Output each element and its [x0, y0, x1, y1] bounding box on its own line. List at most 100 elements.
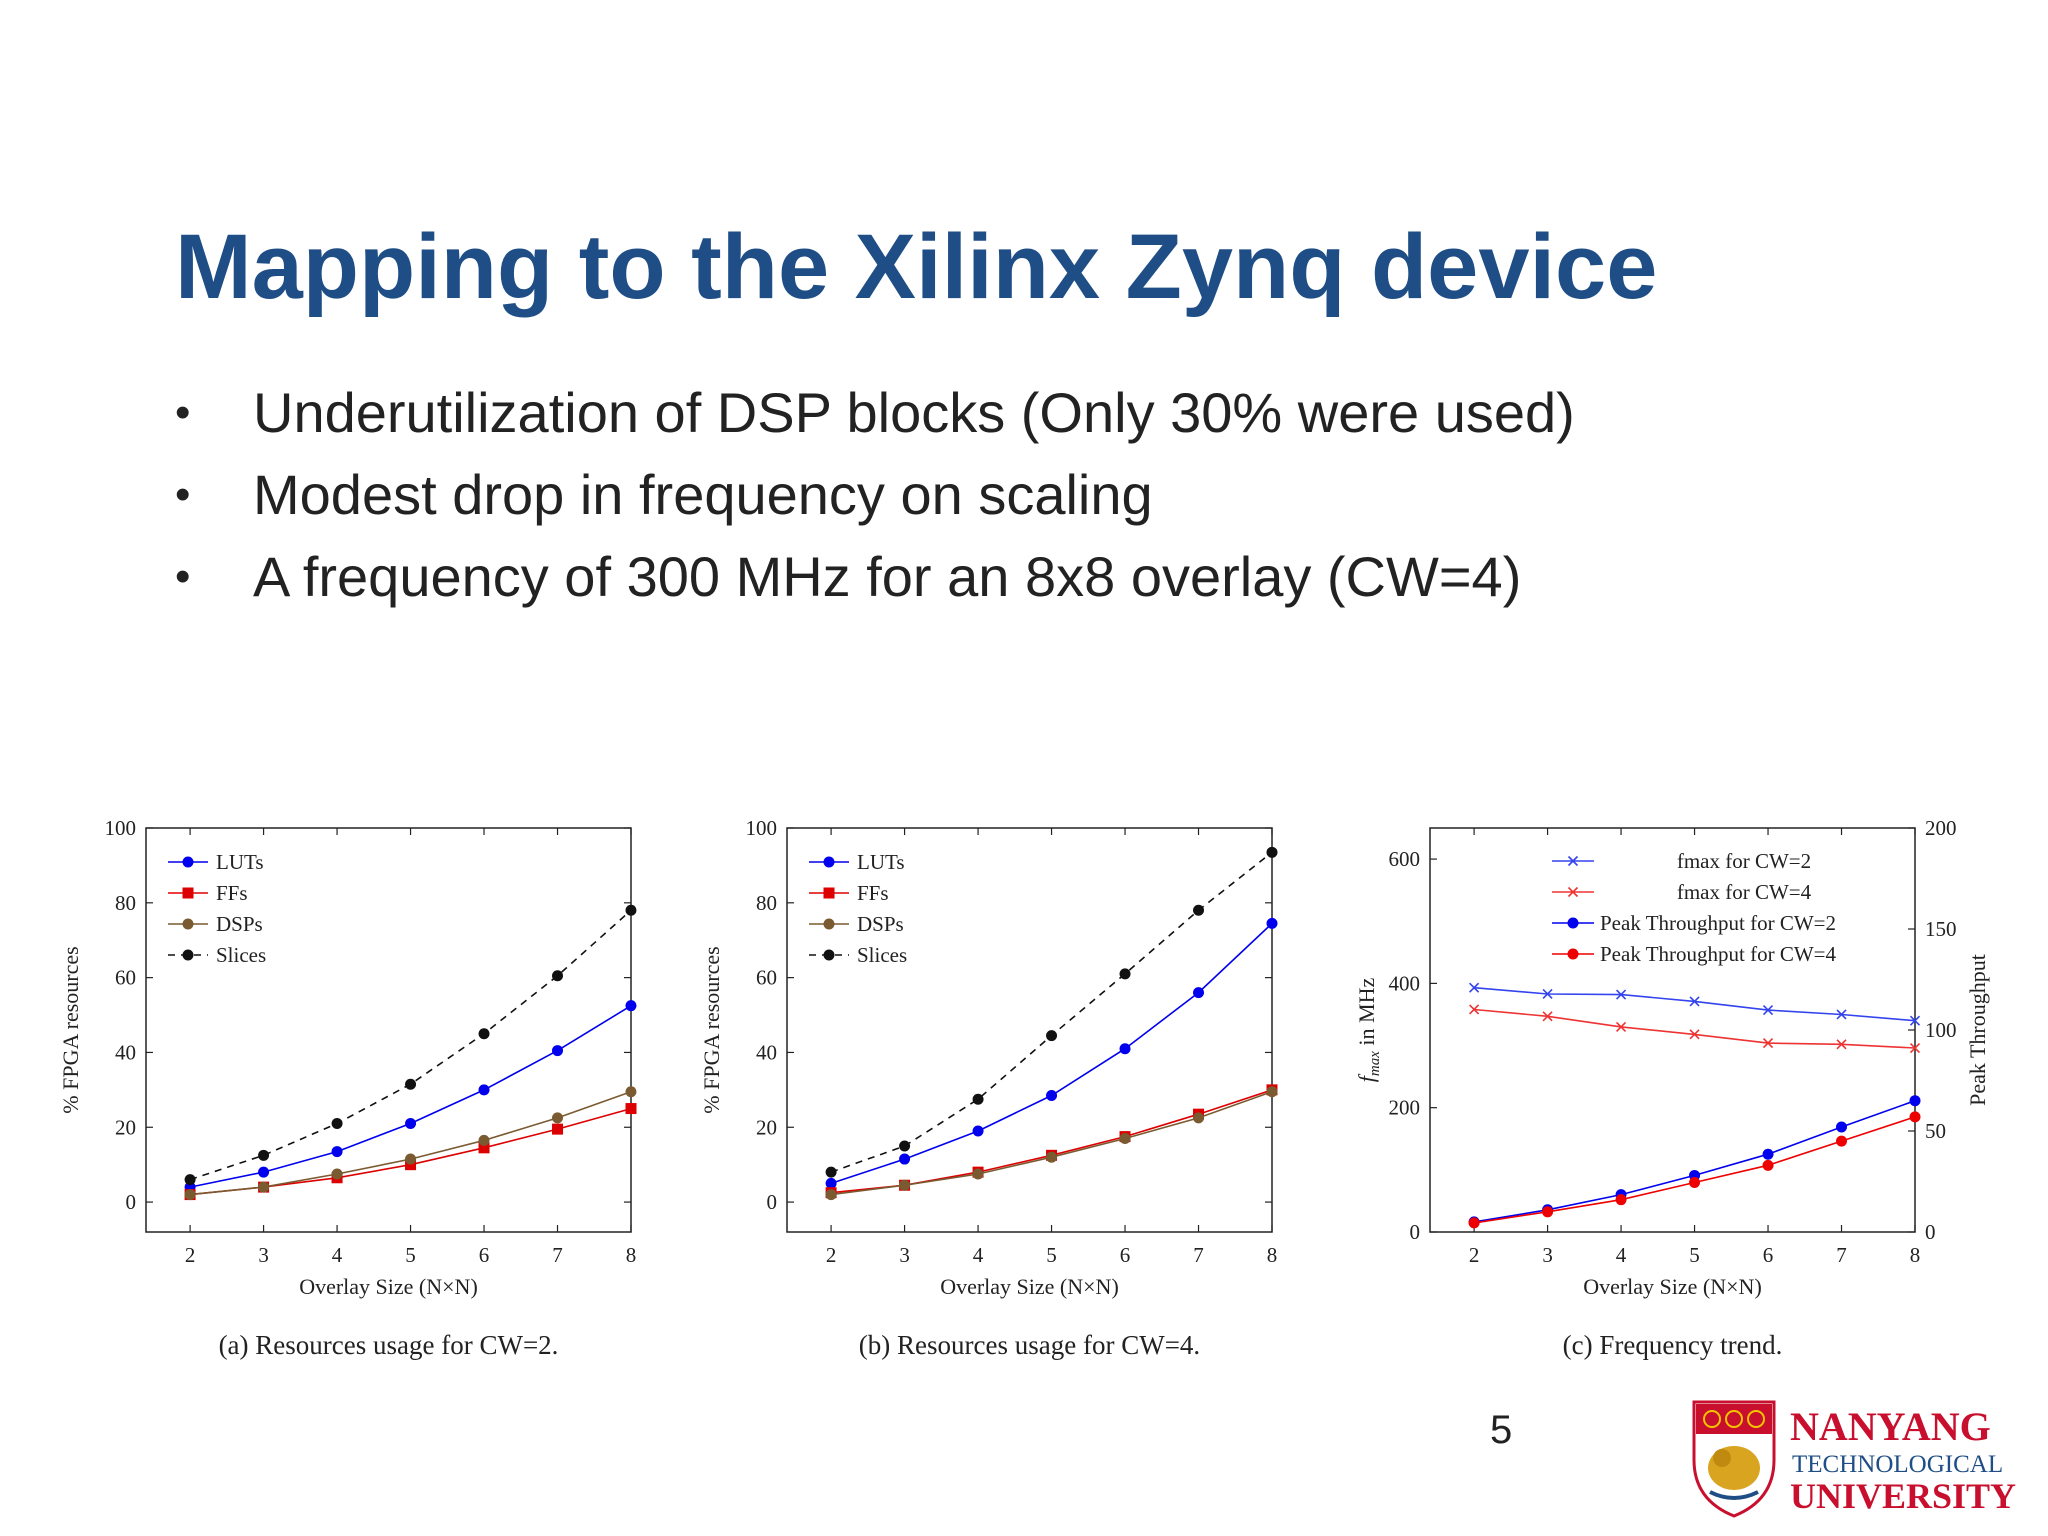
y-tick-label: 60 — [115, 966, 136, 990]
y-axis-label: % FPGA resources — [699, 946, 724, 1113]
logo-line1: NANYANG — [1790, 1404, 1991, 1449]
data-point — [331, 1146, 343, 1158]
data-point — [1689, 1177, 1701, 1189]
data-point — [1762, 1148, 1774, 1160]
y-axis-label: fmax in MHz — [1354, 978, 1383, 1083]
data-point — [1689, 1029, 1700, 1040]
y-right-tick-label: 200 — [1925, 816, 1957, 840]
data-point — [1762, 1159, 1774, 1171]
data-point — [258, 1181, 270, 1193]
x-tick-label: 4 — [1616, 1243, 1627, 1267]
x-tick-label: 5 — [1046, 1243, 1057, 1267]
legend-marker — [823, 949, 835, 961]
y-right-tick-label: 0 — [1925, 1220, 1936, 1244]
legend-label: DSPs — [857, 912, 904, 936]
y-tick-label: 80 — [115, 891, 136, 915]
bullet-text: Underutilization of DSP blocks (Only 30%… — [253, 381, 1575, 444]
legend: LUTs FFs DSPs Slices — [168, 850, 266, 967]
y-right-tick-label: 150 — [1925, 917, 1957, 941]
data-point — [1615, 1194, 1627, 1206]
y-tick-label: 40 — [115, 1040, 136, 1064]
data-point — [625, 904, 637, 916]
data-point — [405, 1159, 417, 1171]
x-tick-label: 3 — [1542, 1243, 1553, 1267]
chart-caption: (c) Frequency trend. — [1563, 1330, 1783, 1360]
series-ffs — [825, 1084, 1278, 1199]
x-tick-label: 5 — [405, 1243, 416, 1267]
data-point — [1119, 1132, 1131, 1144]
legend-label: Slices — [857, 943, 907, 967]
x-tick-label: 6 — [1120, 1243, 1131, 1267]
x-tick-label: 6 — [1763, 1243, 1774, 1267]
logo-line2: TECHNOLOGICAL — [1792, 1451, 2003, 1478]
legend: fmax for CW=2 fmax for CW=4 Peak Throughpu… — [1552, 849, 1837, 966]
data-point — [258, 1149, 270, 1161]
x-tick-label: 8 — [1910, 1243, 1921, 1267]
legend-marker — [1567, 948, 1579, 960]
data-point — [405, 1118, 417, 1130]
data-point — [625, 1000, 637, 1012]
data-point — [825, 1166, 837, 1178]
data-point — [1469, 1004, 1480, 1015]
series-line — [190, 1090, 632, 1196]
logo-line3: UNIVERSITY — [1790, 1476, 2016, 1516]
data-point — [1615, 1021, 1627, 1032]
y-tick-label: 0 — [767, 1190, 778, 1214]
data-point — [1266, 846, 1278, 858]
legend-label: Slices — [216, 943, 266, 967]
legend-marker — [182, 856, 194, 868]
legend-marker — [1567, 855, 1579, 867]
series-line — [1473, 1116, 1916, 1224]
legend-label: LUTs — [216, 850, 264, 874]
data-point — [478, 1142, 490, 1154]
page-number: 5 — [1490, 1408, 1513, 1452]
ntu-logo: NANYANG TECHNOLOGICAL UNIVERSITY — [1692, 1400, 2016, 1518]
legend-marker — [182, 949, 194, 961]
y-tick-label: 40 — [756, 1040, 777, 1064]
series-fmax-for-cw-2 — [1469, 982, 1921, 1026]
legend-label: FFs — [857, 881, 889, 905]
x-tick-label: 2 — [1469, 1243, 1480, 1267]
data-point — [1046, 1151, 1058, 1163]
plot-frame — [786, 827, 1273, 1233]
data-point — [625, 1103, 637, 1115]
y-tick-label: 60 — [756, 966, 777, 990]
bullet-item: • Modest drop in frequency on scaling — [175, 454, 1575, 536]
data-point — [1193, 987, 1205, 999]
bullet-glyph: • — [175, 470, 191, 519]
data-point — [552, 1045, 564, 1057]
data-point — [972, 1168, 984, 1180]
chart-caption: (b) Resources usage for CW=4. — [859, 1330, 1200, 1360]
series-line — [830, 1090, 1273, 1196]
data-point — [1909, 1111, 1921, 1123]
data-point — [478, 1134, 490, 1146]
data-point — [331, 1118, 343, 1130]
y-right-tick-label: 100 — [1925, 1018, 1957, 1042]
x-tick-label: 7 — [1836, 1243, 1847, 1267]
x-tick-label: 3 — [899, 1243, 910, 1267]
x-tick-label: 5 — [1689, 1243, 1700, 1267]
data-point — [405, 1153, 417, 1165]
legend-marker — [182, 887, 194, 899]
ntu-crest-icon — [1692, 1400, 1776, 1518]
slide-title: Mapping to the Xilinx Zynq device — [175, 216, 1658, 318]
y-tick-label: 20 — [756, 1115, 777, 1139]
x-axis-label: Overlay Size (N×N) — [940, 1274, 1119, 1299]
data-point — [899, 1179, 911, 1191]
data-point — [1542, 988, 1553, 1000]
x-axis-label: Overlay Size (N×N) — [299, 1274, 478, 1299]
series-slices — [825, 846, 1278, 1178]
data-point — [331, 1168, 343, 1180]
x-tick-label: 4 — [332, 1243, 343, 1267]
data-point — [1119, 968, 1131, 980]
y-tick-label: 100 — [105, 816, 137, 840]
series-ffs — [184, 1103, 637, 1201]
data-point — [478, 1028, 490, 1040]
series-line — [830, 851, 1273, 1173]
y-tick-label: 400 — [1389, 971, 1421, 995]
data-point — [899, 1153, 911, 1165]
y-tick-label: 0 — [1410, 1220, 1421, 1244]
y-axis-label: % FPGA resources — [58, 946, 83, 1113]
data-point — [1046, 1089, 1058, 1101]
